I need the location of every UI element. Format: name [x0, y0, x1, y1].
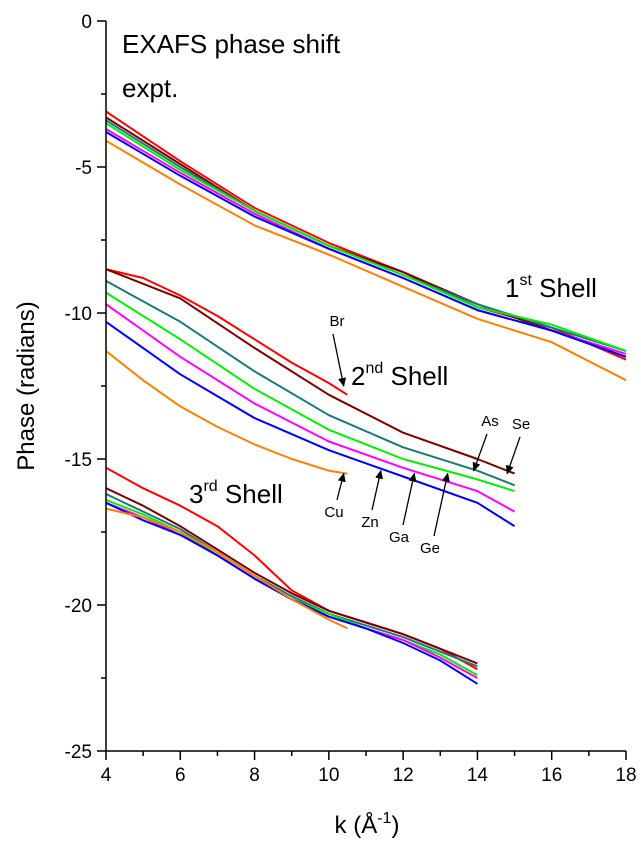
- x-tick-label: 4: [101, 765, 112, 786]
- annotation-arrow-cu: [336, 472, 346, 501]
- chart-subtitle: expt.: [122, 73, 178, 103]
- series-line-shell2-br: [105, 268, 348, 396]
- series-line-shell1-as: [105, 119, 627, 352]
- x-tick-label: 6: [175, 765, 186, 786]
- series-line-shell1-cu: [105, 139, 627, 382]
- x-tick-label: 14: [467, 765, 489, 786]
- chart-title: EXAFS phase shift: [122, 29, 341, 59]
- series-line-shell3-br: [105, 466, 478, 671]
- annotation-arrow-se: [506, 436, 521, 475]
- x-tick-label: 10: [318, 765, 339, 786]
- series-line-shell3-as: [105, 493, 478, 668]
- series-line-shell2-zn: [105, 320, 516, 528]
- series-line-shell2-ge: [105, 291, 515, 493]
- tick-marks: 4 6 8 10 12 14 16 18 0 -5 -10 -15 -20 -25: [65, 12, 637, 786]
- series-line-shell2-ga: [105, 303, 516, 513]
- y-tick-label: 0: [81, 12, 92, 33]
- annotation-label-cu: Cu: [324, 504, 343, 521]
- y-tick-label: -5: [75, 158, 92, 179]
- annotation-label-ga: Ga: [389, 529, 410, 546]
- annotation-label-as: As: [481, 413, 499, 430]
- y-axis-title: Phase (radians): [13, 301, 40, 470]
- annotation-arrow-br: [332, 333, 347, 387]
- series-line-shell1-ge: [105, 122, 627, 352]
- x-tick-label: 12: [393, 765, 414, 786]
- series-line-shell3-se: [105, 487, 478, 665]
- annotation-label-se: Se: [512, 416, 530, 433]
- annotation-arrow-ga: [402, 472, 417, 526]
- axes: [105, 21, 626, 752]
- series-line-shell1-br: [105, 110, 627, 361]
- x-axis-title: k (Å-1): [335, 810, 400, 839]
- annotations: Br Se As Cu Zn Ga Ge: [324, 313, 530, 557]
- annotation-arrow-zn: [371, 469, 384, 511]
- annotation-label-br: Br: [330, 313, 345, 330]
- x-tick-label: 18: [615, 765, 636, 786]
- series-line-shell1-zn: [105, 131, 627, 358]
- x-tick-label: 8: [249, 765, 260, 786]
- series-line-shell1-se: [105, 116, 627, 358]
- y-tick-label: -20: [65, 596, 92, 617]
- y-tick-label: -10: [65, 304, 92, 325]
- shell-label-3: 3rd Shell: [189, 478, 283, 509]
- x-tick-label: 16: [541, 765, 562, 786]
- annotation-label-zn: Zn: [361, 514, 379, 531]
- plot-lines: [105, 110, 627, 685]
- annotation-arrow-ge: [433, 472, 450, 537]
- series-line-shell3-cu: [105, 507, 348, 630]
- shell-label-2: 2nd Shell: [351, 360, 448, 391]
- y-tick-label: -25: [65, 742, 92, 763]
- series-line-shell2-cu: [105, 350, 348, 475]
- annotation-label-ge: Ge: [420, 540, 440, 557]
- annotation-arrow-as: [472, 433, 488, 472]
- shell-label-1: 1st Shell: [505, 272, 597, 303]
- y-tick-label: -15: [65, 450, 92, 471]
